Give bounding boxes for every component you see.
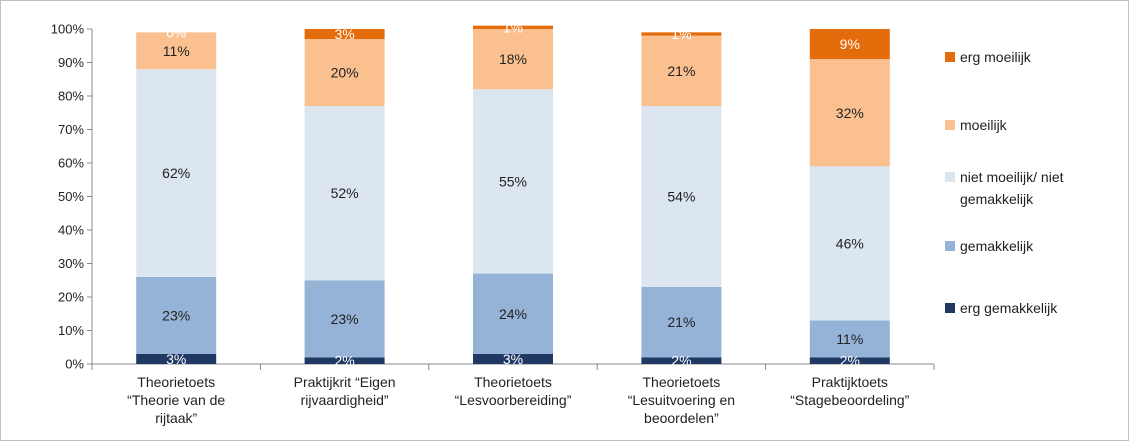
legend-label: gemakkelijk [960, 238, 1034, 254]
data-label: 2% [840, 353, 860, 369]
legend-label: erg gemakkelijk [960, 300, 1058, 316]
data-label: 11% [163, 43, 190, 59]
data-label: 0% [166, 24, 186, 40]
legend-swatch [945, 303, 955, 313]
x-category-label: beoordelen” [644, 410, 719, 426]
legend-swatch [945, 241, 955, 251]
data-label: 23% [331, 311, 359, 327]
data-label: 2% [671, 353, 691, 369]
legend-label: niet moeilijk/ niet [960, 169, 1064, 185]
legend-label: moeilijk [960, 117, 1008, 133]
data-label: 54% [667, 189, 695, 205]
data-label: 3% [334, 26, 354, 42]
legend-swatch [945, 172, 955, 182]
y-tick-label: 30% [58, 256, 84, 271]
y-tick-label: 10% [58, 323, 84, 338]
data-label: 32% [836, 105, 864, 121]
data-label: 24% [499, 306, 527, 322]
data-label: 11% [836, 331, 863, 347]
data-label: 2% [334, 353, 354, 369]
x-category-label: Praktijktoets [812, 374, 888, 390]
data-label: 55% [499, 173, 527, 189]
x-category-label: “Lesvoorbereiding” [455, 392, 572, 408]
x-category-label: “Theorie van de [127, 392, 225, 408]
x-category-label: rijvaardigheid” [301, 392, 389, 408]
data-label: 20% [331, 65, 359, 81]
y-tick-label: 0% [65, 357, 84, 372]
data-label: 1% [503, 19, 523, 35]
y-tick-label: 20% [58, 290, 84, 305]
data-label: 52% [331, 185, 359, 201]
x-category-label: “Stagebeoordeling” [790, 392, 909, 408]
data-label: 21% [667, 314, 695, 330]
data-label: 1% [671, 26, 691, 42]
legend-swatch [945, 52, 955, 62]
y-tick-label: 50% [58, 189, 84, 204]
y-tick-label: 100% [51, 22, 85, 37]
data-label: 3% [503, 351, 523, 367]
legend-label: gemakkelijk [960, 191, 1034, 207]
y-tick-label: 60% [58, 156, 84, 171]
x-category-label: Theorietoets [474, 374, 552, 390]
data-label: 18% [499, 51, 527, 67]
x-category-label: “Lesuitvoering en [628, 392, 735, 408]
x-category-label: Theorietoets [642, 374, 720, 390]
legend-swatch [945, 120, 955, 130]
y-tick-label: 40% [58, 223, 84, 238]
x-category-label: rijtaak” [155, 410, 197, 426]
y-tick-label: 90% [58, 55, 84, 70]
data-label: 9% [840, 36, 860, 52]
y-tick-label: 80% [58, 89, 84, 104]
legend-label: erg moeilijk [960, 49, 1032, 65]
data-label: 23% [162, 307, 190, 323]
data-label: 3% [166, 351, 186, 367]
data-label: 21% [667, 63, 695, 79]
y-tick-label: 70% [58, 122, 84, 137]
x-category-label: Praktijkrit “Eigen [294, 374, 396, 390]
x-category-label: Theorietoets [137, 374, 215, 390]
data-label: 46% [836, 235, 864, 251]
data-label: 62% [162, 165, 190, 181]
